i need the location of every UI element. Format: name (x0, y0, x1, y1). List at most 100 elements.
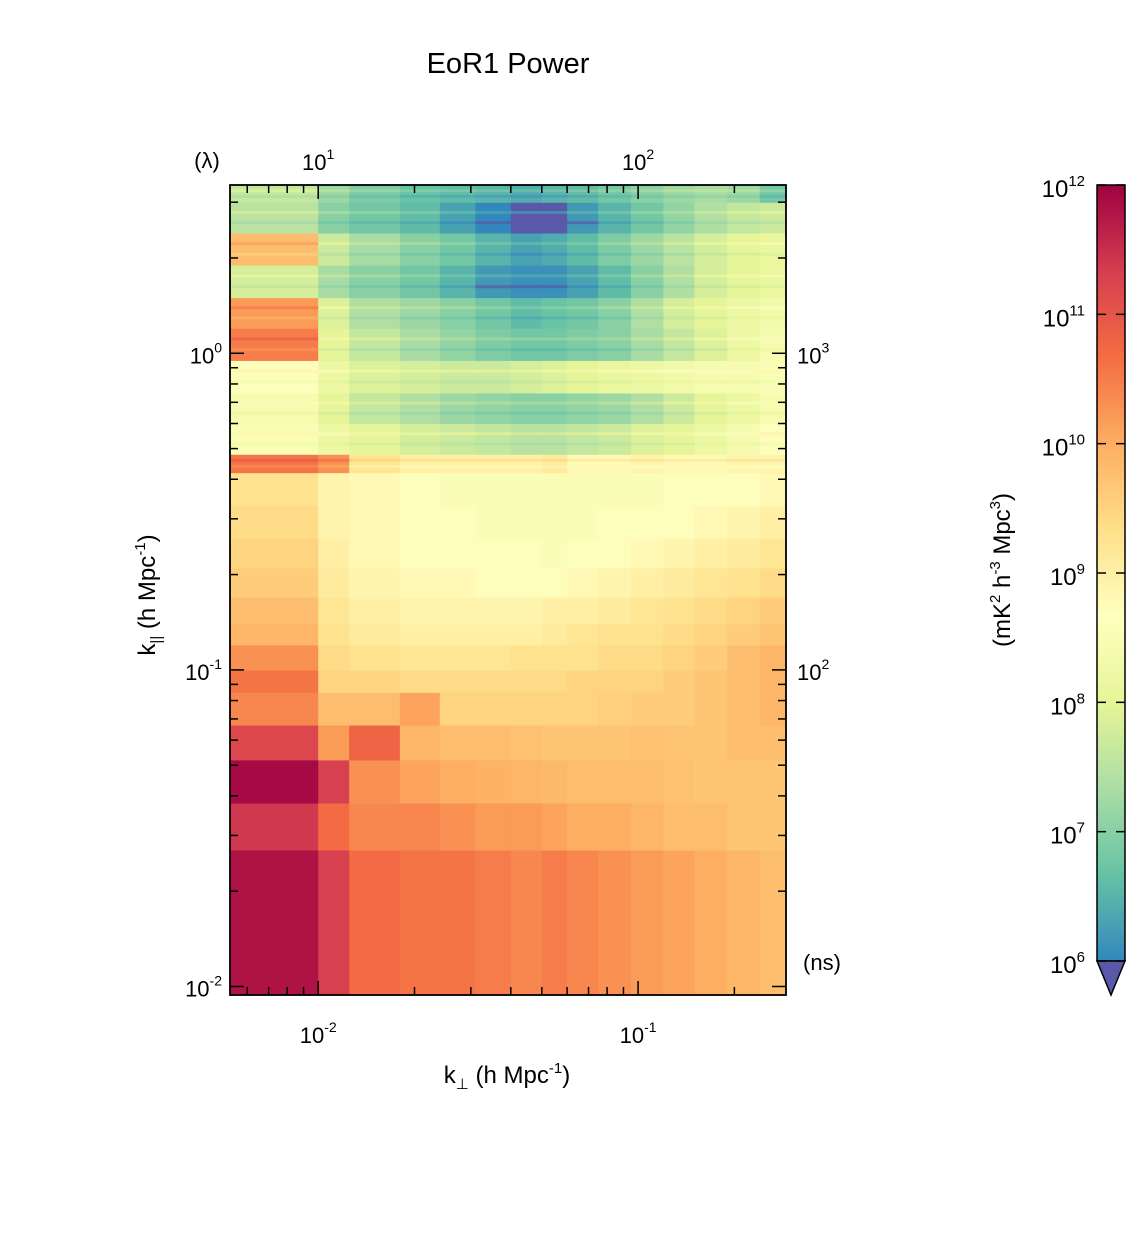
heatmap-cell (349, 596, 401, 625)
heatmap-streak (475, 316, 512, 320)
heatmap-cell (598, 202, 632, 234)
heatmap-streak (318, 411, 350, 415)
heatmap-cell (475, 802, 512, 851)
heatmap-streak (598, 210, 632, 214)
heatmap-cell (598, 454, 632, 474)
heatmap-streak (598, 242, 632, 246)
heatmap-cell (230, 423, 319, 455)
heatmap-cell (759, 759, 787, 804)
heatmap-cell (399, 454, 441, 474)
heatmap-cell (694, 505, 728, 540)
colorbar-tick-label: 108 (1050, 690, 1085, 720)
heatmap-cell (541, 759, 568, 804)
heatmap-streak (541, 252, 568, 256)
heatmap-cell (630, 644, 665, 671)
heatmap-cell (510, 802, 543, 851)
heatmap-cell (439, 849, 476, 996)
heatmap-streak (630, 194, 665, 198)
heatmap-cell (727, 202, 761, 234)
heatmap-streak (694, 442, 728, 446)
heatmap-cell (694, 802, 728, 851)
heatmap-streak (439, 316, 476, 320)
heatmap-cell (510, 538, 543, 569)
heatmap-cell (349, 505, 401, 540)
heatmap-streak (630, 316, 665, 320)
heatmap-streak (598, 380, 632, 384)
heatmap-cell (439, 392, 476, 425)
heatmap-cell (598, 185, 632, 203)
heatmap-cell (727, 538, 761, 569)
heatmap-streak (567, 189, 599, 193)
heatmap-cell (349, 692, 401, 726)
heatmap-cell (759, 505, 787, 540)
heatmap-cell (399, 567, 441, 598)
heatmap-streak (759, 221, 787, 225)
heatmap-streak (759, 432, 787, 436)
heatmap-streak (541, 464, 568, 468)
heatmap-streak (567, 242, 599, 246)
heatmap-cell (598, 567, 632, 598)
heatmap-cell (230, 759, 319, 804)
heatmap-cell (230, 185, 319, 203)
heatmap-cell (598, 644, 632, 671)
heatmap-cell (727, 232, 761, 266)
heatmap-cell (318, 423, 350, 455)
heatmap-streak (630, 189, 665, 193)
heatmap-cell (727, 849, 761, 996)
heatmap-streak (399, 242, 441, 246)
heatmap-streak (727, 411, 761, 415)
heatmap-cell (439, 328, 476, 361)
heatmap-cell (475, 360, 512, 394)
heatmap-cell (475, 265, 512, 299)
heatmap-streak (727, 316, 761, 320)
heatmap-streak (663, 242, 696, 246)
heatmap-streak (727, 306, 761, 310)
heatmap-streak (230, 464, 319, 468)
heatmap-streak (439, 306, 476, 310)
heatmap-streak (663, 369, 696, 373)
heatmap-streak (541, 242, 568, 246)
heatmap-streak (663, 348, 696, 352)
heatmap-streak (318, 458, 350, 462)
heatmap-streak (318, 252, 350, 256)
heatmap-cell (399, 297, 441, 329)
heatmap-streak (439, 442, 476, 446)
heatmap-cell (475, 623, 512, 646)
heatmap-streak (663, 306, 696, 310)
heatmap-cell (630, 232, 665, 266)
heatmap-cell (439, 360, 476, 394)
heatmap-cell (230, 454, 319, 474)
heatmap-streak (567, 458, 599, 462)
heatmap-streak (318, 274, 350, 278)
heatmap-streak (727, 337, 761, 341)
heatmap-streak (759, 458, 787, 462)
chart-title: EoR1 Power (427, 48, 590, 80)
heatmap-streak (349, 285, 401, 289)
heatmap-cell (318, 505, 350, 540)
heatmap-cell (399, 596, 441, 625)
heatmap-streak (567, 348, 599, 352)
heatmap-cell (230, 644, 319, 671)
heatmap-cell (727, 328, 761, 361)
heatmap-streak (694, 210, 728, 214)
heatmap-cell (318, 567, 350, 598)
heatmap-cell (230, 472, 319, 507)
right-axis-tick-label: 103 (797, 339, 829, 368)
heatmap-streak (510, 464, 543, 468)
heatmap-cell (439, 802, 476, 851)
heatmap-cell (230, 692, 319, 726)
heatmap-streak (475, 432, 512, 436)
heatmap-cell (727, 423, 761, 455)
heatmap-cell (759, 692, 787, 726)
heatmap-streak (759, 442, 787, 446)
heatmap-cell (510, 505, 543, 540)
heatmap-cell (399, 538, 441, 569)
heatmap-cell (439, 538, 476, 569)
heatmap-cell (694, 454, 728, 474)
heatmap-cell (694, 644, 728, 671)
heatmap-streak (230, 348, 319, 352)
heatmap-streak (399, 337, 441, 341)
heatmap-streak (727, 369, 761, 373)
heatmap-streak (759, 316, 787, 320)
